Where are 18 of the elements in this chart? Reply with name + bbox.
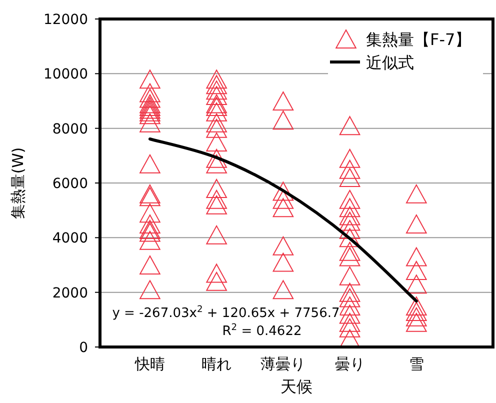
x-tick-label: 曇り [334,355,365,373]
x-tick-label: 雪 [408,355,424,373]
y-axis-title: 集熱量(W) [9,147,27,219]
y-tick-label: 10000 [43,66,88,83]
x-tick-label: 晴れ [202,355,232,373]
legend-label: 集熱量【F-7】 [366,30,472,49]
annotation: y = -267.03x$^{2}$ + 120.65x + 7756.7 [112,305,340,321]
y-tick-label: 2000 [52,285,88,302]
annotation: R$^{2}$ = 0.4622 [222,323,302,339]
legend-label: 近似式 [366,53,414,72]
y-tick-label: 6000 [52,176,88,192]
x-tick-label: 薄曇り [260,355,306,373]
y-tick-label: 8000 [52,121,88,138]
y-tick-label: 12000 [43,12,88,28]
x-tick-label: 快晴 [134,355,165,373]
x-axis-title: 天候 [280,377,312,396]
y-tick-label: 4000 [52,230,88,247]
y-tick-label: 0 [79,340,88,356]
